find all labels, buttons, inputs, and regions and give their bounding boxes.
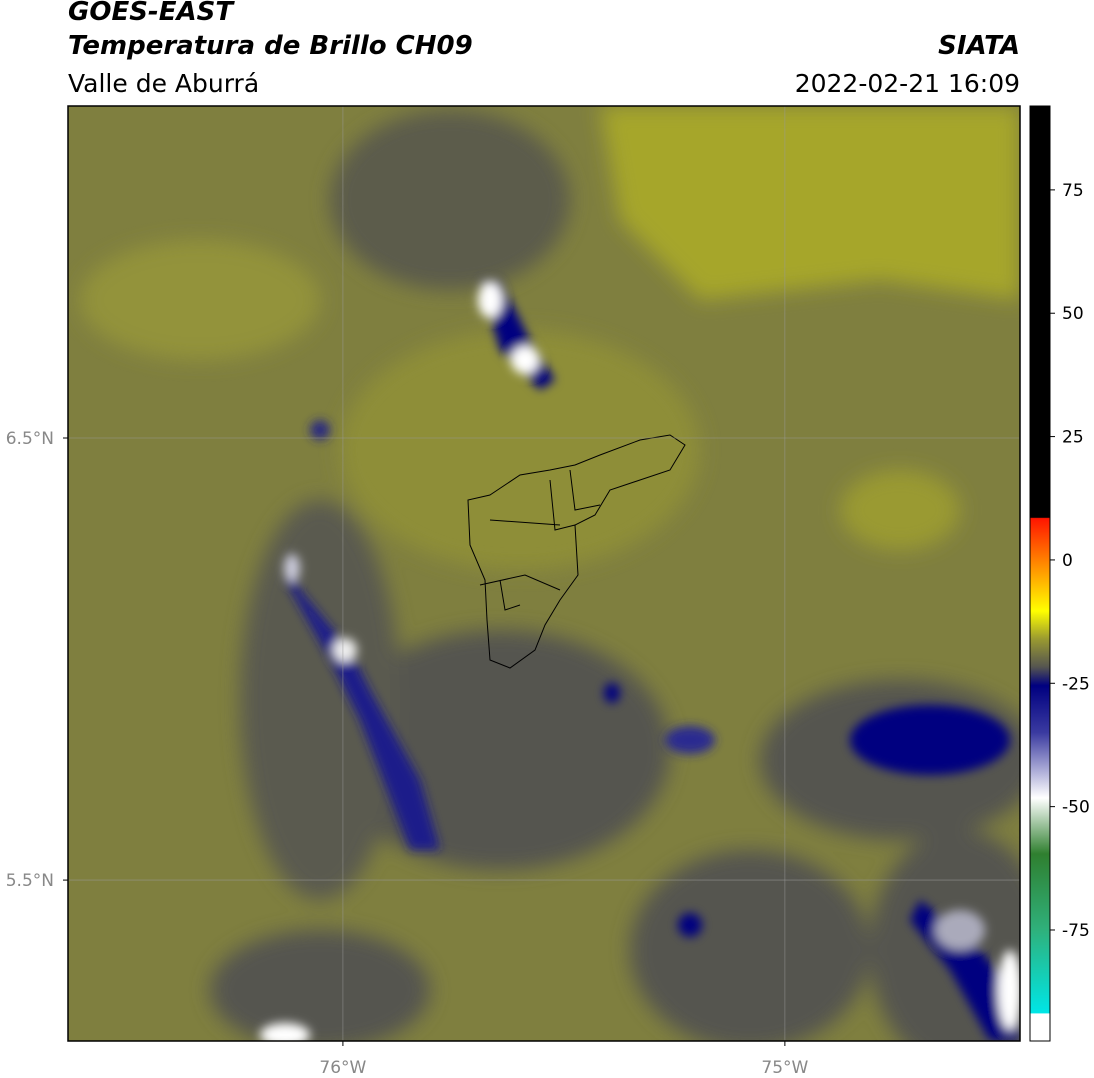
source: SIATA <box>938 31 1020 61</box>
colorbar-tick-label: -50 <box>1062 798 1090 818</box>
colorbar-tick-label: 75 <box>1062 181 1084 201</box>
satellite-image <box>68 106 1020 1041</box>
map-frame <box>67 105 1021 1042</box>
title: GOES-EAST <box>68 0 235 27</box>
x-tick-label: 75°W <box>761 1058 808 1078</box>
colorbar-tick-label: 25 <box>1062 428 1084 448</box>
colorbar-tick-label: 50 <box>1062 304 1084 324</box>
x-tick-label: 76°W <box>319 1058 366 1078</box>
datetime: 2022-02-21 16:09 <box>795 69 1020 98</box>
y-tick-label: 6.5°N <box>6 429 54 449</box>
y-tick-label: 5.5°N <box>6 871 54 891</box>
colorbar-tick-label: -75 <box>1062 921 1090 941</box>
colorbar-tick-label: 0 <box>1062 551 1073 571</box>
region: Valle de Aburrá <box>68 69 259 98</box>
subtitle: Temperatura de Brillo CH09 <box>68 31 473 61</box>
colorbar <box>1029 105 1051 1042</box>
valley-boundary <box>467 434 686 669</box>
colorbar-tick-label: -25 <box>1062 674 1090 694</box>
